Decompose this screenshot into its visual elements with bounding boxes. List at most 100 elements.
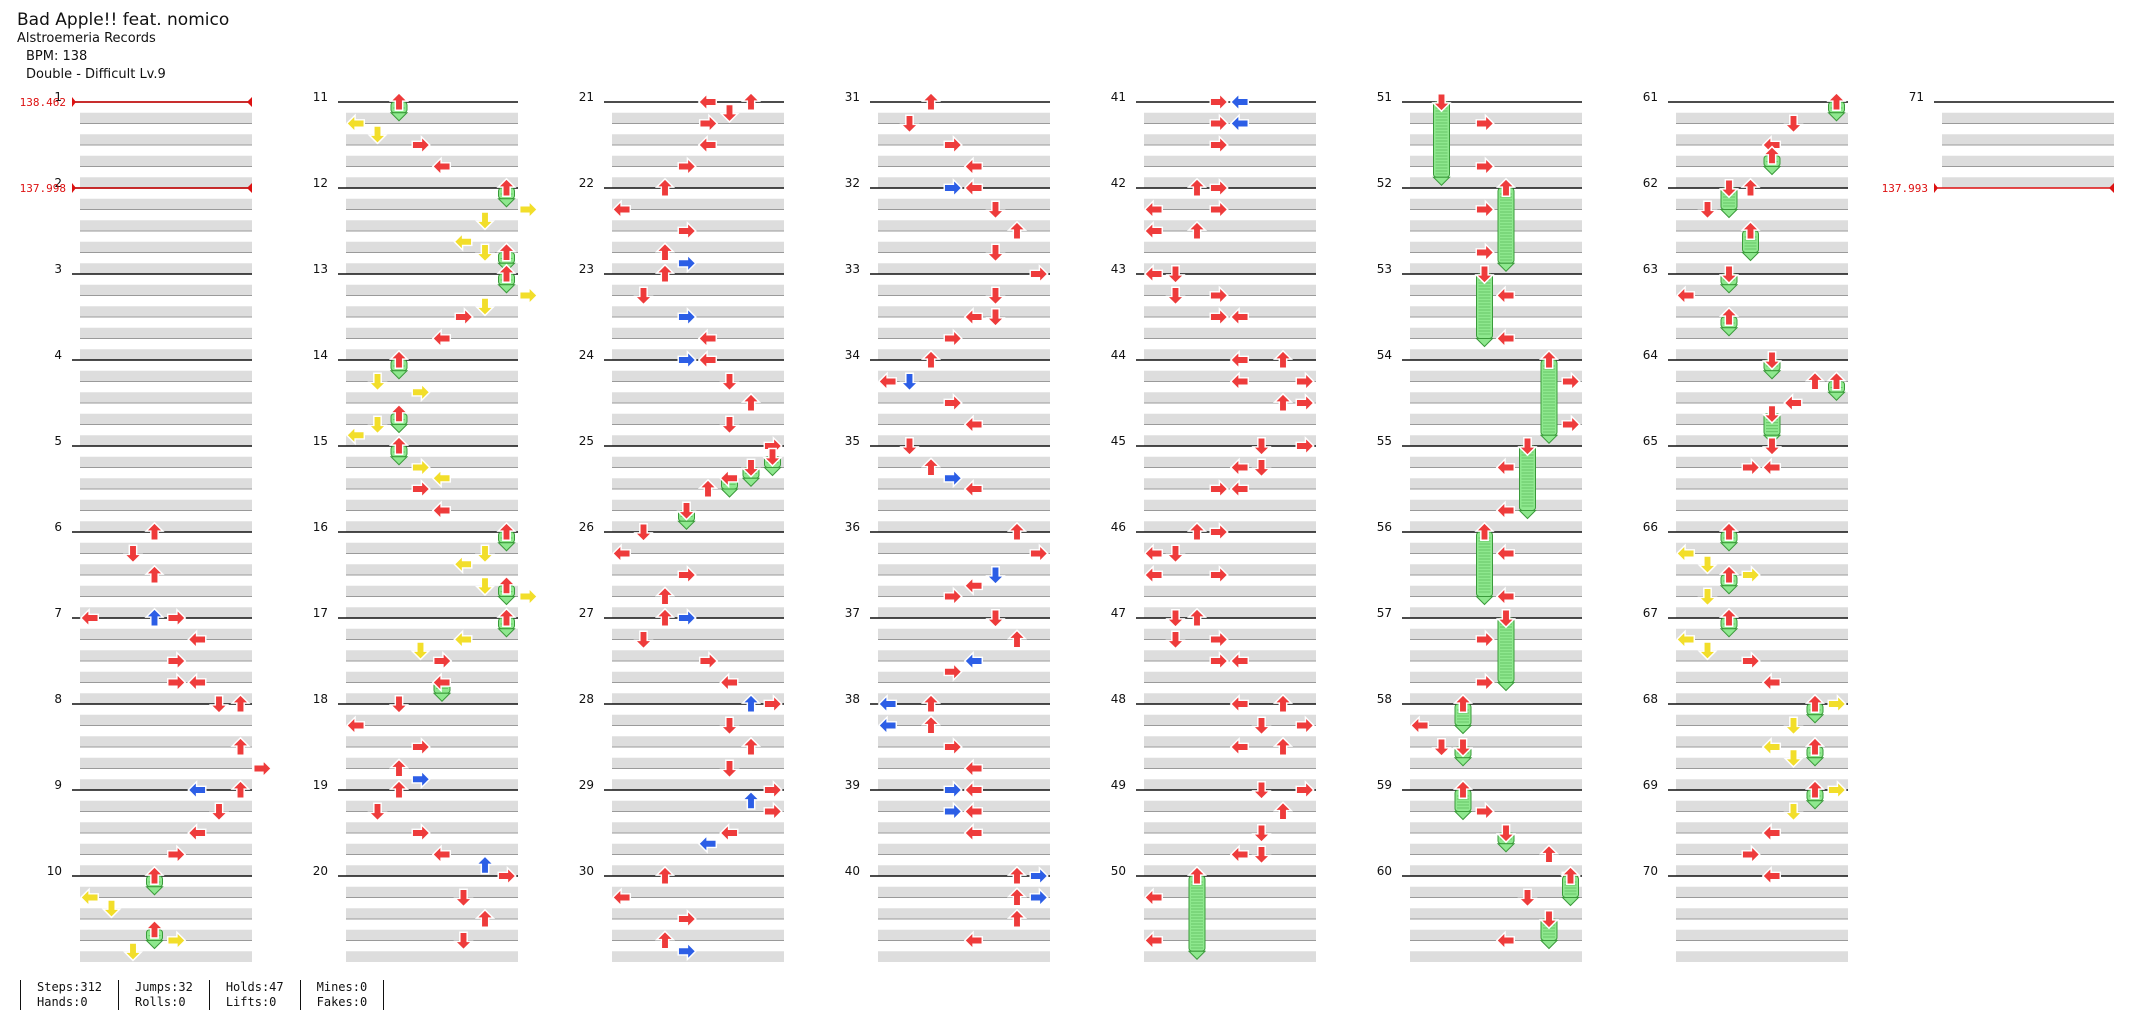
- step-arrow-icon: [677, 306, 697, 328]
- step-arrow-icon: [1761, 736, 1782, 758]
- hold-tail: [1719, 209, 1739, 219]
- beat-stripe: [878, 112, 1050, 124]
- step-arrow-icon: [963, 177, 984, 199]
- stat-value: Rolls:0: [135, 995, 186, 1009]
- step-arrow-icon: [1251, 845, 1272, 865]
- measure-26: 26: [579, 520, 784, 618]
- step-arrow-icon: [388, 91, 410, 112]
- measure-number: 41: [1111, 90, 1126, 104]
- beat-stripe: [346, 800, 518, 812]
- measure-number: 15: [313, 434, 328, 448]
- step-arrow-icon: [1029, 543, 1049, 564]
- step-arrow-icon: [453, 554, 473, 575]
- beat-stripe: [346, 198, 518, 210]
- beat-stripe: [346, 521, 518, 532]
- measure-60: 60: [1377, 864, 1582, 962]
- measure-23: 23: [579, 262, 784, 360]
- step-arrow-icon: [963, 779, 984, 801]
- measure-number: 5: [54, 434, 62, 448]
- step-arrow-icon: [1718, 607, 1740, 628]
- beat-stripe: [1144, 628, 1316, 640]
- beat-stripe: [80, 585, 252, 597]
- beat-stripe: [612, 306, 784, 317]
- beat-stripe: [80, 241, 252, 253]
- step-arrow-icon: [1561, 371, 1581, 392]
- beat-stripe: [346, 263, 518, 274]
- step-arrow-icon: [1761, 404, 1783, 424]
- beat-stripe: [1410, 865, 1582, 876]
- step-arrow-icon: [1718, 521, 1740, 542]
- beat-stripe: [1410, 779, 1582, 790]
- hold-tail: [1475, 338, 1494, 348]
- beat-stripe: [878, 564, 1050, 575]
- beat-stripe: [80, 564, 252, 575]
- beat-stripe: [1144, 843, 1316, 855]
- step-arrow-icon: [719, 415, 740, 435]
- beat-stripe: [1410, 155, 1582, 167]
- beat-stripe: [612, 886, 784, 898]
- measure-number: 21: [579, 90, 594, 104]
- step-arrow-icon: [474, 908, 496, 929]
- beat-stripe: [1410, 585, 1582, 597]
- measure-51: 51: [1377, 90, 1582, 188]
- step-arrow-icon: [1495, 177, 1517, 198]
- step-arrow-icon: [943, 177, 963, 199]
- step-arrow-icon: [611, 199, 632, 220]
- beat-stripe: [1410, 499, 1582, 511]
- beat-stripe: [612, 822, 784, 833]
- step-arrow-icon: [1783, 716, 1804, 736]
- step-arrow-icon: [388, 435, 410, 456]
- stat-value: Hands:0: [37, 995, 88, 1009]
- step-arrow-icon: [1474, 521, 1495, 542]
- bpm-change-marker: 137.993: [1882, 182, 2114, 195]
- step-arrow-icon: [963, 156, 984, 177]
- step-arrow-icon: [496, 575, 517, 595]
- beat-stripe: [1676, 241, 1848, 253]
- step-arrow-icon: [1697, 587, 1718, 607]
- measure-15: 15: [313, 434, 518, 532]
- measure-2: 2: [54, 176, 252, 274]
- step-arrow-icon: [411, 382, 431, 403]
- step-arrow-icon: [1475, 199, 1495, 220]
- beat-stripe: [1676, 284, 1848, 296]
- beat-stripe: [612, 349, 784, 360]
- step-arrow-icon: [1006, 629, 1028, 649]
- step-arrow-icon: [432, 650, 453, 672]
- step-arrow-icon: [367, 372, 388, 392]
- step-arrow-icon: [1495, 586, 1516, 607]
- beat-stripe: [346, 306, 518, 317]
- step-arrow-icon: [1697, 641, 1718, 661]
- step-arrow-icon: [345, 715, 366, 736]
- beat-stripe: [878, 714, 1050, 726]
- beat-stripe: [612, 929, 784, 941]
- step-arrow-icon: [1675, 285, 1696, 306]
- step-arrow-icon: [740, 91, 762, 112]
- step-arrow-icon: [1741, 650, 1761, 672]
- step-arrow-icon: [1475, 629, 1495, 650]
- step-arrow-icon: [252, 758, 273, 779]
- step-arrow-icon: [474, 211, 496, 231]
- hold-tail: [1518, 510, 1537, 520]
- step-arrow-icon: [497, 865, 517, 887]
- beat-stripe: [612, 134, 784, 145]
- measure-5: 5: [54, 434, 252, 532]
- step-arrow-icon: [144, 919, 165, 939]
- beat-stripe: [1410, 908, 1582, 919]
- hold-tail: [1719, 628, 1739, 638]
- step-arrow-icon: [1783, 392, 1803, 414]
- bpm-change-marker: 138.462: [20, 96, 252, 109]
- step-arrow-icon: [985, 565, 1006, 586]
- beat-stripe: [878, 521, 1050, 532]
- step-arrow-icon: [963, 758, 984, 779]
- step-arrow-icon: [654, 865, 676, 886]
- measure-number: 13: [313, 262, 328, 276]
- step-arrow-icon: [1165, 264, 1186, 285]
- notes-layer: [79, 91, 1847, 962]
- beat-stripe: [612, 392, 784, 403]
- step-arrow-icon: [654, 930, 676, 950]
- beat-stripe: [878, 155, 1050, 167]
- beat-stripe: [346, 843, 518, 855]
- beat-stripe: [1410, 349, 1582, 360]
- beat-stripe: [80, 327, 252, 339]
- beat-stripe: [878, 413, 1050, 425]
